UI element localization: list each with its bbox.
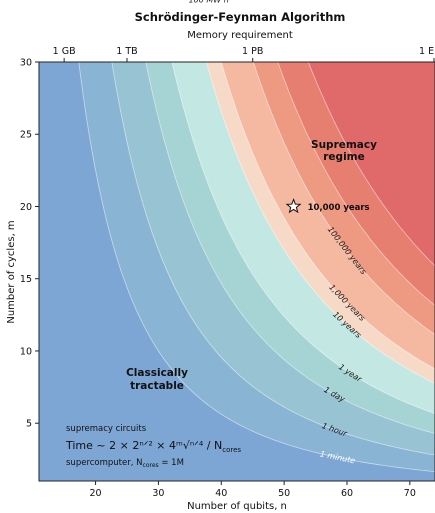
isoline-1 <box>78 62 435 473</box>
x-tick-label-3: 50 <box>278 488 290 499</box>
isoline-7 <box>252 62 435 335</box>
x-tick-label-2: 40 <box>215 488 227 499</box>
y-axis-label: Number of cycles, m <box>6 220 17 323</box>
supremacy-label-line2: regime <box>323 151 364 163</box>
chart-title: Schrödinger-Feynman Algorithm <box>135 10 346 24</box>
annotation-line3-text: supercomputer, N <box>66 458 143 468</box>
star-marker <box>285 198 302 214</box>
isoline-9 <box>307 62 435 267</box>
plot-area <box>39 62 435 481</box>
time-formula-sub: cores <box>222 446 241 454</box>
top-tick-label-1: 1 TB <box>116 46 137 57</box>
annotation-time-formula: Time ~ 2 × 2ⁿᐟ² × 4ᵐ√ⁿᐟ⁴ / Ncores <box>65 439 241 454</box>
tractable-label-line1: Classically <box>126 367 188 379</box>
marker: 10,000 years <box>285 198 370 214</box>
x-tick-label-5: 70 <box>404 488 416 499</box>
contour-bands <box>39 62 435 481</box>
x-tick-label-1: 30 <box>152 488 164 499</box>
isoline-8 <box>277 62 435 307</box>
time-formula-text: Time ~ 2 × 2ⁿᐟ² × 4ᵐ√ⁿᐟ⁴ / N <box>65 439 222 452</box>
y-tick-label-5: 30 <box>20 58 32 69</box>
x-tick-label-4: 60 <box>341 488 353 499</box>
x-axis-label: Number of qubits, n <box>187 501 287 512</box>
y-tick-label-0: 5 <box>26 419 32 430</box>
top-tick-label-2: 1 PB <box>242 46 263 57</box>
top-tick-label-3: 1 E <box>419 46 434 57</box>
top-axis-label: Memory requirement <box>187 30 293 41</box>
annotation-line1: supremacy circuits <box>66 424 147 434</box>
isoline-3 <box>145 62 435 434</box>
annotation-line3-sub: cores <box>143 462 159 469</box>
top-axis: 1 GB 1 TB 1 PB 1 E <box>53 46 435 62</box>
marker-label: 10,000 years <box>308 203 370 213</box>
isoline-4 <box>171 62 435 415</box>
y-tick-label-1: 10 <box>20 346 32 357</box>
band-9 <box>308 62 435 266</box>
isoline-2 <box>111 62 435 456</box>
contour-lines <box>78 62 435 473</box>
x-axis: 20 30 40 50 60 70 <box>90 481 416 499</box>
annotation-line3-tail: = 1M <box>159 458 184 468</box>
isoline-label-10: 100 MW·h <box>189 0 229 5</box>
isoline-5 <box>206 62 435 384</box>
isoline-6 <box>220 62 435 370</box>
y-tick-label-4: 25 <box>20 130 32 141</box>
top-tick-label-0: 1 GB <box>53 46 76 57</box>
supremacy-label-line1: Supremacy <box>311 139 377 151</box>
y-axis: 5 10 15 20 25 30 <box>20 58 39 430</box>
y-tick-label-2: 15 <box>20 274 32 285</box>
y-tick-label-3: 20 <box>20 202 32 213</box>
x-tick-label-0: 20 <box>90 488 102 499</box>
plot-frame <box>38 61 435 482</box>
annotation-line3: supercomputer, Ncores = 1M <box>66 458 184 469</box>
tractable-label-line2: tractable <box>130 380 184 392</box>
